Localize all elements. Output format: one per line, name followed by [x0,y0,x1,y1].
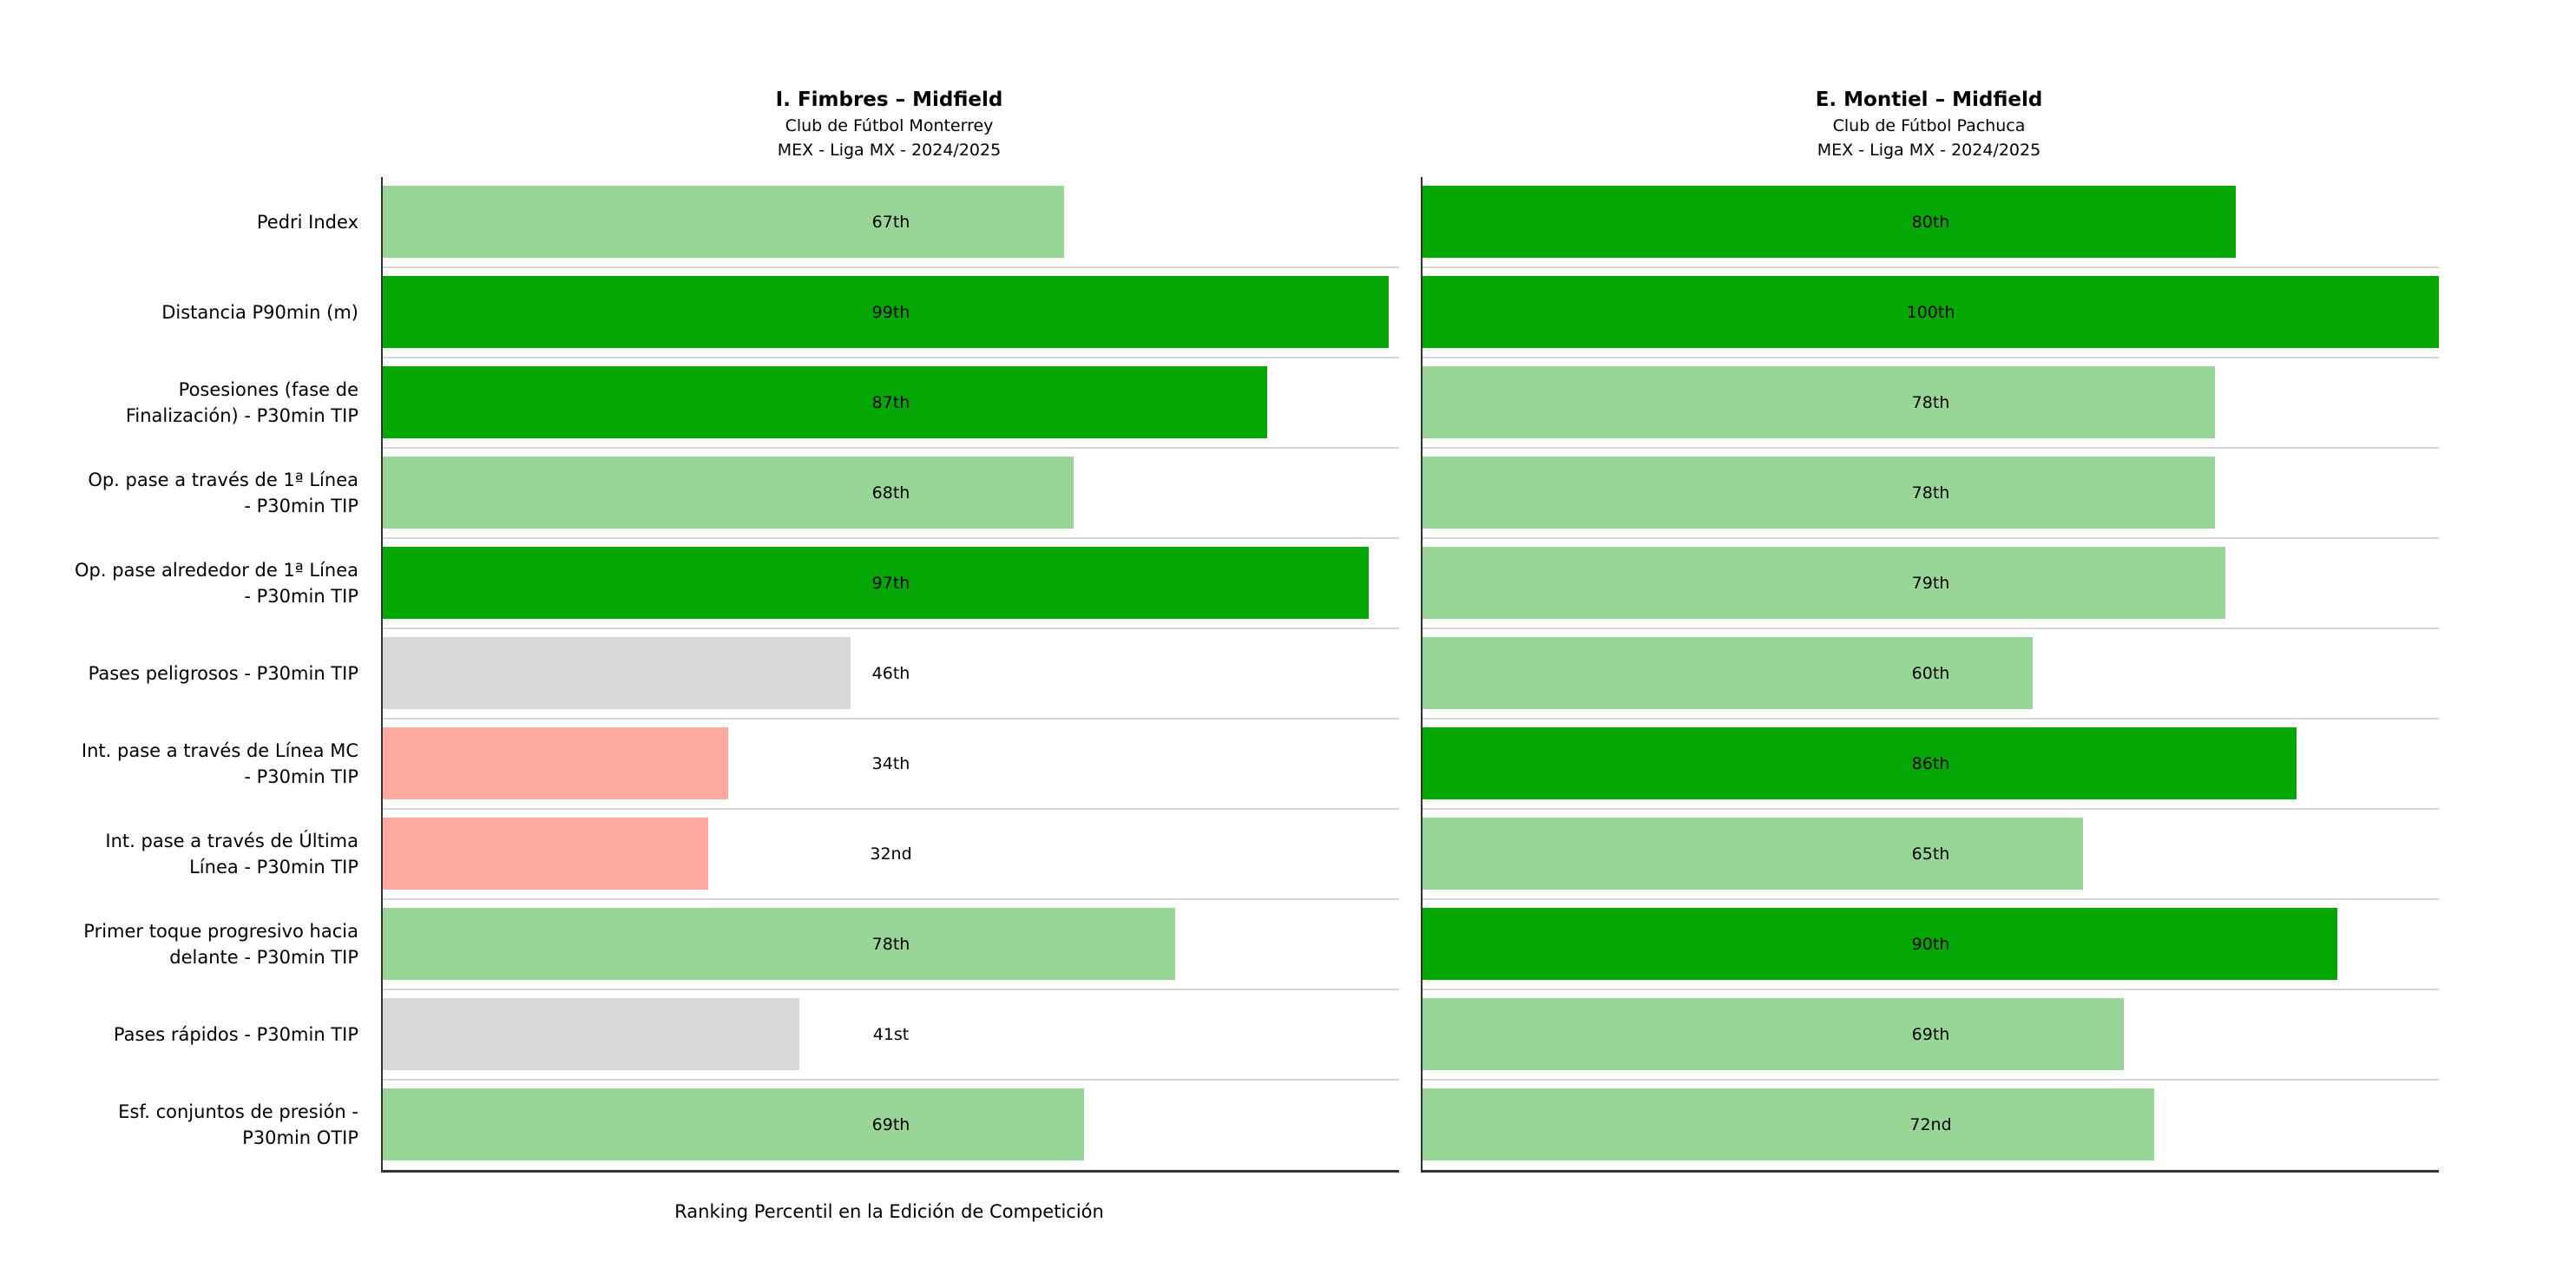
percentile-bar [383,727,729,799]
bar-row: 78th [1423,357,2439,448]
bar-value-label: 72nd [1909,1115,1952,1134]
player-league-subtitle: MEX - Liga MX - 2024/2025 [1817,141,2041,160]
percentile-bar [383,547,1369,619]
bar-row: 72nd [1423,1079,2439,1170]
percentile-bar [1423,186,2236,258]
bar-value-label: 34th [871,754,910,773]
bar-row: 65th [1423,808,2439,899]
player-league-subtitle: MEX - Liga MX - 2024/2025 [777,141,1002,160]
bar-row: 86th [1423,718,2439,809]
bar-value-label: 90th [1911,935,1950,954]
plot-area-left: 67th 99th 87th 68th 97th 46th 34th 32nd [381,177,1399,1173]
category-label: Op. pase alrededor de 1ª Línea - P30min … [75,560,358,607]
player-name-title: I. Fimbres – Midfield [775,89,1003,111]
bar-value-label: 46th [871,664,910,683]
bar-value-label: 67th [871,213,910,232]
bar-value-label: 65th [1911,844,1950,864]
percentile-bar [383,457,1074,529]
bar-row: 60th [1423,628,2439,719]
percentile-bar [383,366,1267,438]
bar-value-label: 87th [871,393,910,412]
bar-value-label: 69th [871,1115,910,1134]
bar-value-label: 80th [1911,213,1950,232]
bar-row: 79th [1423,537,2439,628]
bar-value-label: 100th [1906,303,1955,322]
percentile-bar [1423,1088,2155,1160]
bar-value-label: 78th [871,935,910,954]
category-label: Distancia P90min (m) [161,302,358,323]
category-label: Pedri Index [256,212,358,233]
percentile-bar [1423,366,2216,438]
bar-value-label: 86th [1911,754,1950,773]
category-label: Posesiones (fase de Finalización) - P30m… [125,379,358,426]
category-label: Op. pase a través de 1ª Línea - P30min T… [88,470,358,516]
bar-value-label: 69th [1911,1025,1950,1044]
player-name-title: E. Montiel – Midfield [1815,89,2043,111]
bar-value-label: 79th [1911,574,1950,593]
percentile-bar [1423,908,2337,980]
percentile-bar [383,276,1390,348]
bar-value-label: 41st [872,1025,910,1044]
percentile-bar [383,818,708,890]
percentile-bar [1423,727,2297,799]
percentile-bar [383,908,1176,980]
bar-row: 69th [1423,989,2439,1080]
category-label: Primer toque progresivo hacia delante - … [83,921,358,968]
percentile-bar [383,637,851,709]
bar-row: 46th [383,628,1399,719]
percentile-bar [1423,818,2084,890]
bar-row: 100th [1423,266,2439,358]
bar-value-label: 97th [871,574,910,593]
bar-row: 78th [383,898,1399,989]
percentile-bar [1423,276,2439,348]
category-label: Pases peligrosos - P30min TIP [88,663,358,684]
bar-row: 67th [383,177,1399,267]
percentile-bar [1423,637,2033,709]
bar-row: 87th [383,357,1399,448]
category-label: Int. pase a través de Línea MC - P30min … [81,740,358,787]
bar-row: 99th [383,266,1399,358]
bar-value-label: 32nd [870,844,912,864]
bar-row: 78th [1423,447,2439,538]
percentile-bar [383,998,800,1070]
percentile-bar [383,186,1064,258]
bar-value-label: 78th [1911,483,1950,503]
player-club-subtitle: Club de Fútbol Monterrey [785,116,994,135]
player-club-subtitle: Club de Fútbol Pachuca [1832,116,2026,135]
bar-row: 97th [383,537,1399,628]
bar-value-label: 68th [871,483,910,503]
bar-row: 32nd [383,808,1399,899]
player-title-block-right: E. Montiel – Midfield Club de Fútbol Pac… [1421,87,2437,162]
category-labels: Pedri Index Distancia P90min (m) Posesio… [0,177,371,1170]
bar-row: 68th [383,447,1399,538]
bar-row: 34th [383,718,1399,809]
plot-area-right: 80th 100th 78th 78th 79th 60th 86th 65t [1421,177,2439,1173]
bar-row: 90th [1423,898,2439,989]
bar-row: 41st [383,989,1399,1080]
bar-value-label: 99th [871,303,910,322]
percentile-bar [1423,547,2226,619]
bar-value-label: 60th [1911,664,1950,683]
percentile-bar [1423,998,2124,1070]
bar-row: 69th [383,1079,1399,1170]
category-label: Esf. conjuntos de presión - P30min OTIP [118,1101,358,1148]
bar-row: 80th [1423,177,2439,267]
category-label: Pases rápidos - P30min TIP [113,1024,358,1045]
player-title-block-left: I. Fimbres – Midfield Club de Fútbol Mon… [381,87,1397,162]
percentile-bar [383,1088,1084,1160]
percentile-bar [1423,457,2216,529]
x-axis-label: Ranking Percentil en la Edición de Compe… [674,1201,1104,1222]
bar-value-label: 78th [1911,393,1950,412]
category-label: Int. pase a través de Última Línea - P30… [105,831,358,877]
